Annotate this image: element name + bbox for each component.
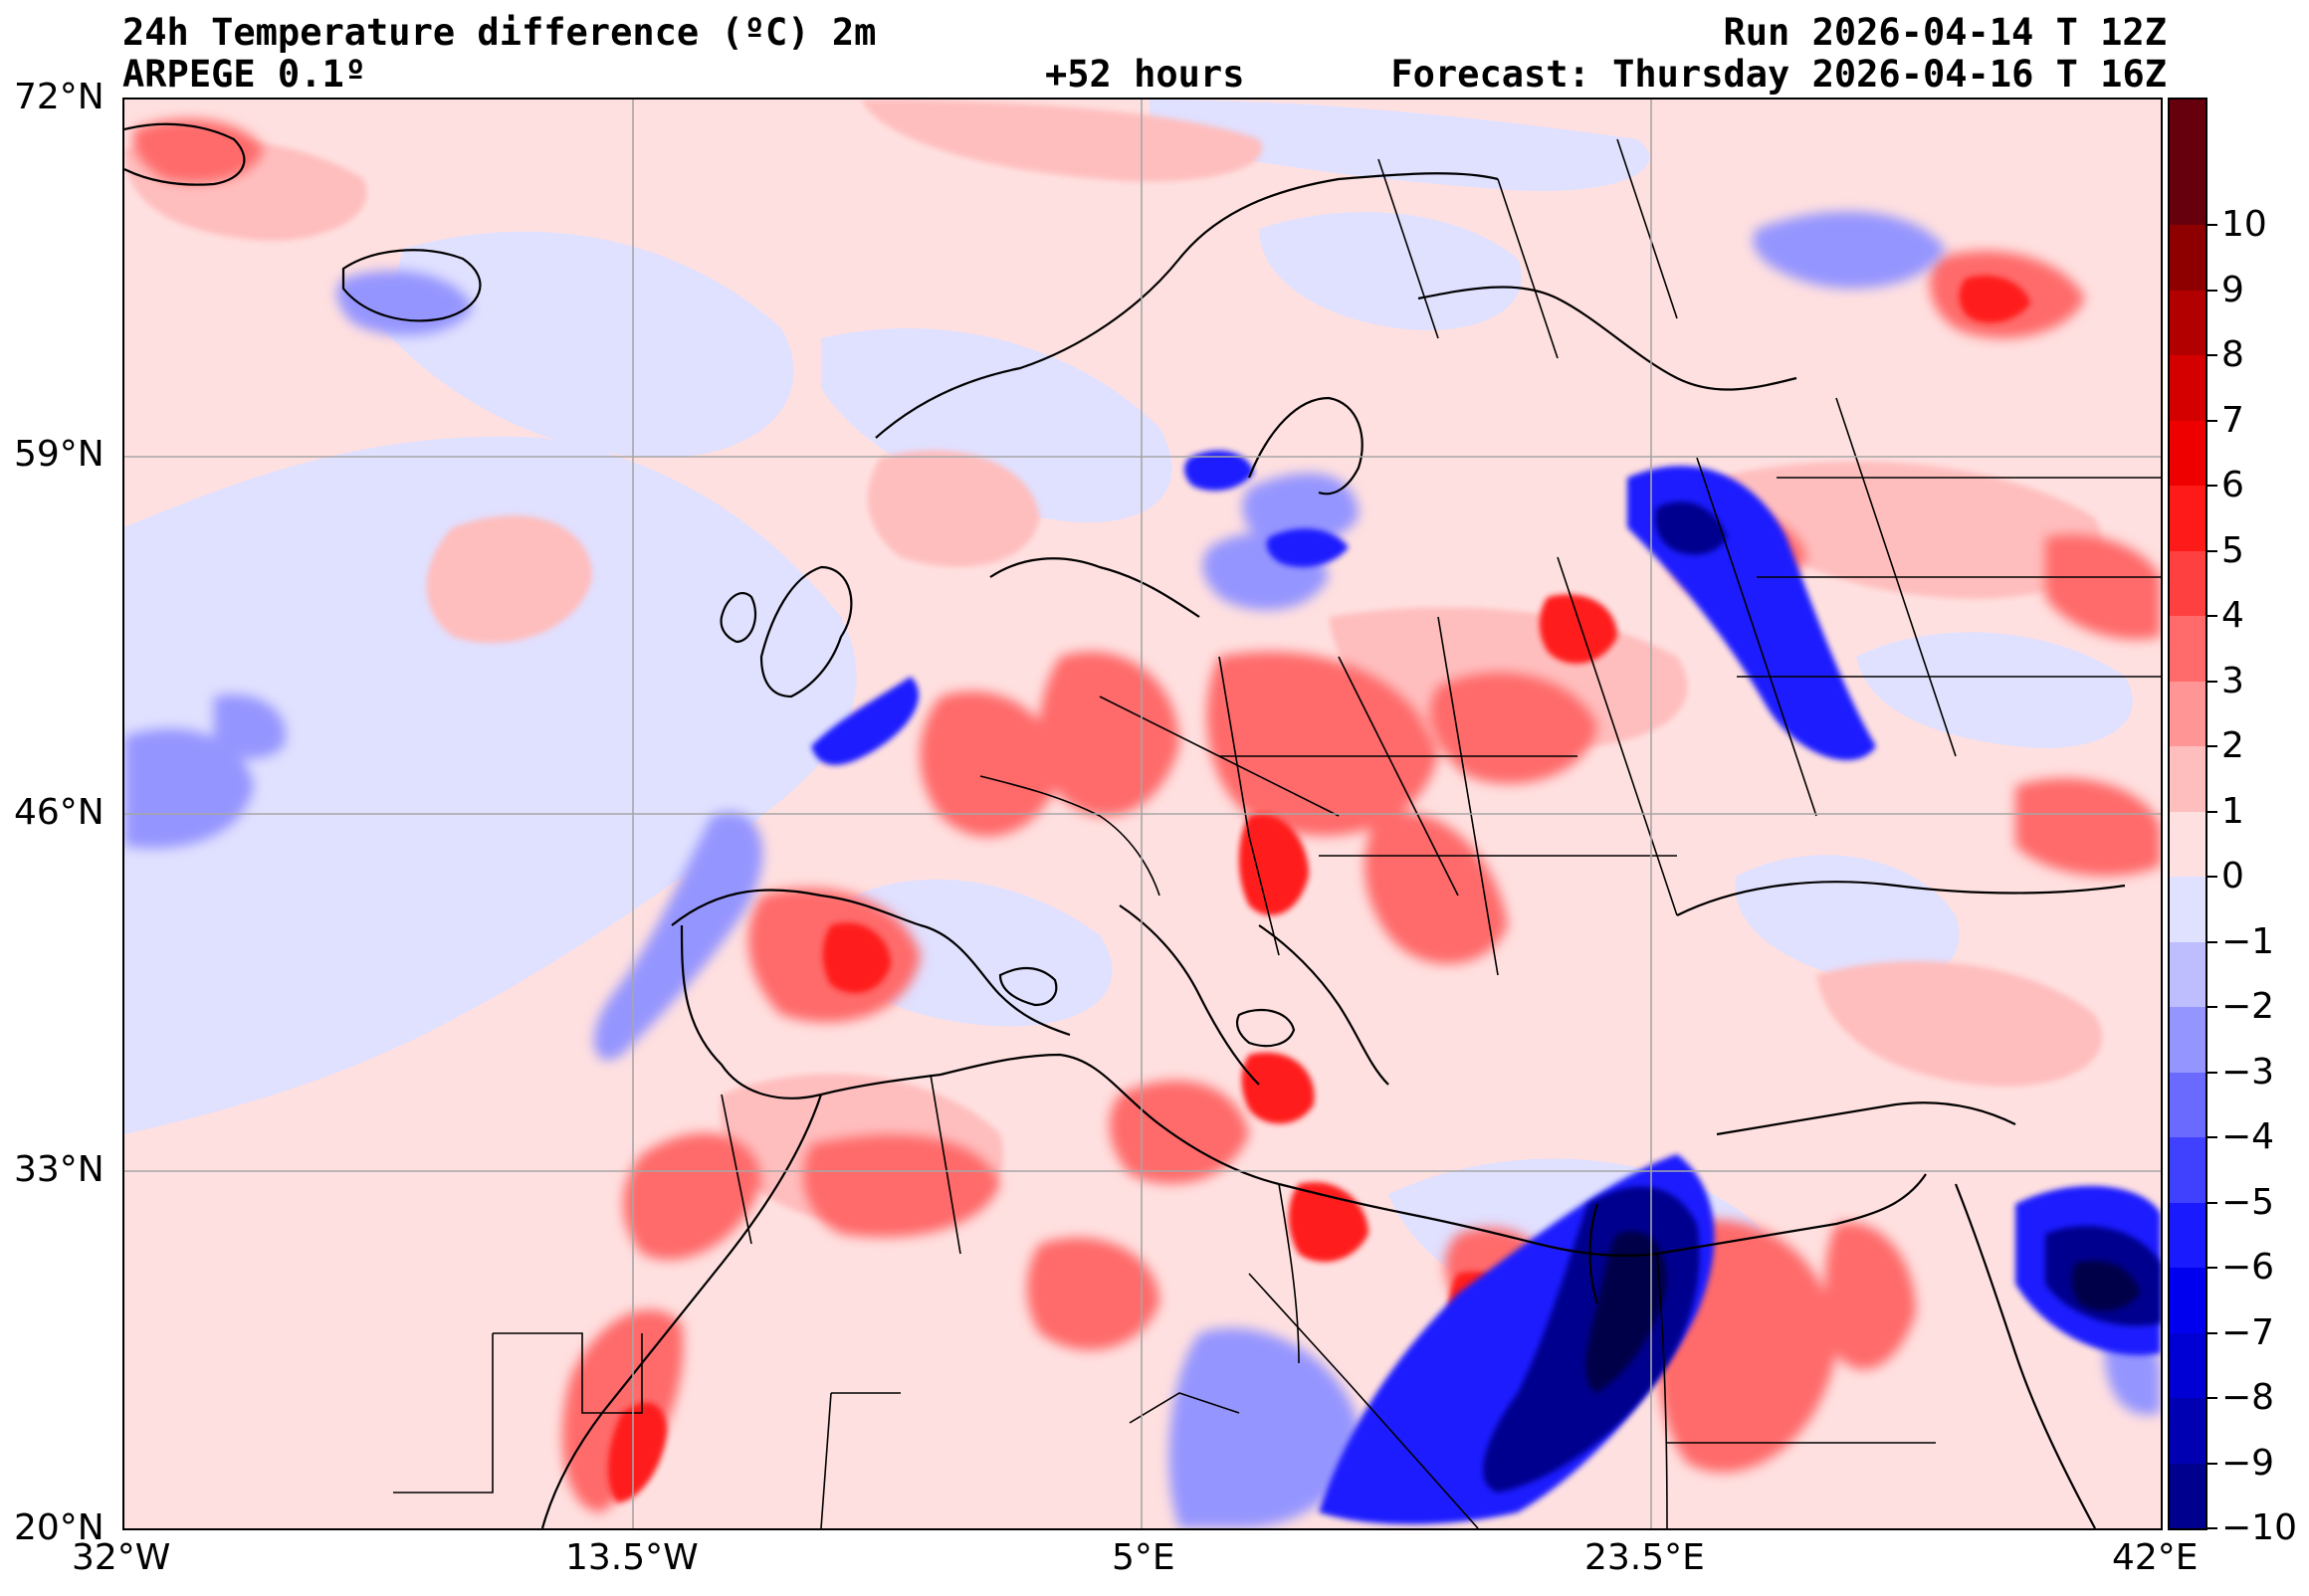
colorbar-tick: [2207, 1462, 2217, 1465]
colorbar-tick: [2207, 745, 2217, 747]
map-title: 24h Temperature difference (ºC) 2m: [122, 11, 877, 54]
colorbar-segment: [2170, 100, 2205, 226]
colorbar-segment: [2170, 355, 2205, 422]
colorbar-tick-label: 7: [2221, 399, 2244, 441]
colorbar-tick-label: 2: [2221, 725, 2244, 766]
graticule: [124, 100, 2161, 1528]
colorbar-segment: [2170, 1332, 2205, 1399]
colorbar-segment: [2170, 1463, 2205, 1528]
lead-time-label: +52 hours: [1045, 53, 1245, 96]
colorbar-tick: [2207, 810, 2217, 813]
colorbar-tick-label: 4: [2221, 595, 2244, 636]
colorbar-segment: [2170, 550, 2205, 617]
colorbar-tick: [2207, 1527, 2217, 1529]
colorbar-tick: [2207, 354, 2217, 356]
colorbar-tick-label: 9: [2221, 269, 2244, 310]
colorbar-tick-label: −6: [2221, 1247, 2275, 1288]
colorbar-segment: [2170, 1398, 2205, 1465]
colorbar-segment: [2170, 420, 2205, 487]
lat-label: 46°N: [14, 792, 105, 833]
colorbar-segment: [2170, 290, 2205, 356]
colorbar-segment: [2170, 1137, 2205, 1204]
country-borders: [393, 138, 2161, 1528]
model-label: ARPEGE 0.1º: [122, 53, 367, 96]
colorbar-tick-label: 8: [2221, 334, 2244, 375]
colorbar-segment: [2170, 941, 2205, 1008]
colorbar-tick-label: −1: [2221, 920, 2275, 962]
colorbar-tick-label: −4: [2221, 1116, 2275, 1157]
run-label: Run 2026-04-14 T 12Z: [1723, 11, 2167, 54]
colorbar-tick: [2207, 1397, 2217, 1399]
colorbar-tick: [2207, 289, 2217, 292]
colorbar: [2168, 98, 2207, 1530]
colorbar-tick-label: −7: [2221, 1311, 2275, 1353]
colorbar-segment: [2170, 746, 2205, 813]
colorbar-tick: [2207, 1267, 2217, 1269]
colorbar-tick: [2207, 1006, 2217, 1008]
colorbar-tick-label: 3: [2221, 660, 2244, 701]
lat-label: 20°N: [14, 1507, 105, 1548]
colorbar-tick-label: −3: [2221, 1051, 2275, 1093]
colorbar-segment: [2170, 1202, 2205, 1269]
colorbar-tick-label: 0: [2221, 856, 2244, 897]
colorbar-tick-label: −8: [2221, 1377, 2275, 1418]
lat-label: 59°N: [14, 434, 105, 475]
colorbar-segment: [2170, 681, 2205, 747]
colorbar-segment: [2170, 616, 2205, 683]
colorbar-tick: [2207, 680, 2217, 683]
colorbar-tick: [2207, 549, 2217, 552]
colorbar-tick: [2207, 224, 2217, 226]
lon-label: 32°W: [72, 1537, 171, 1578]
colorbar-tick-label: 6: [2221, 465, 2244, 505]
colorbar-tick: [2207, 1331, 2217, 1334]
cooling-max-zones: [1585, 1231, 2140, 1393]
lon-label: 23.5°E: [1584, 1537, 1705, 1578]
colorbar-tick-label: −2: [2221, 986, 2275, 1027]
lon-label: 5°E: [1112, 1537, 1175, 1578]
colorbar-tick: [2207, 485, 2217, 487]
forecast-label: Forecast: Thursday 2026-04-16 T 16Z: [1390, 53, 2167, 96]
colorbar-tick-label: 5: [2221, 529, 2244, 571]
colorbar-segment: [2170, 1528, 2205, 1530]
cooling-medium-zones: [124, 211, 2161, 1528]
temperature-difference-map: [122, 98, 2163, 1530]
colorbar-tick: [2207, 419, 2217, 422]
colorbar-tick-label: 1: [2221, 790, 2244, 832]
colorbar-tick: [2207, 1201, 2217, 1204]
colorbar-tick: [2207, 940, 2217, 943]
colorbar-segment: [2170, 811, 2205, 878]
coastlines: [124, 122, 2126, 1528]
warming-strong-zones: [607, 275, 2030, 1502]
colorbar-segment: [2170, 1072, 2205, 1138]
colorbar-tick-label: 10: [2221, 204, 2267, 245]
colorbar-segment: [2170, 225, 2205, 292]
colorbar-segment: [2170, 1007, 2205, 1074]
map-canvas: [124, 100, 2161, 1528]
colorbar-tick: [2207, 615, 2217, 617]
colorbar-tick-label: −9: [2221, 1442, 2275, 1484]
colorbar-tick-label: −5: [2221, 1181, 2275, 1223]
colorbar-segment: [2170, 877, 2205, 943]
colorbar-tick-label: −10: [2221, 1507, 2297, 1548]
colorbar-segment: [2170, 486, 2205, 552]
lat-label: 72°N: [14, 77, 105, 117]
colorbar-tick: [2207, 1136, 2217, 1138]
colorbar-segment: [2170, 1268, 2205, 1334]
colorbar-tick: [2207, 1071, 2217, 1074]
lon-label: 42°E: [2112, 1537, 2199, 1578]
colorbar-tick: [2207, 876, 2217, 878]
lon-label: 13.5°W: [565, 1537, 699, 1578]
lat-label: 33°N: [14, 1149, 105, 1190]
